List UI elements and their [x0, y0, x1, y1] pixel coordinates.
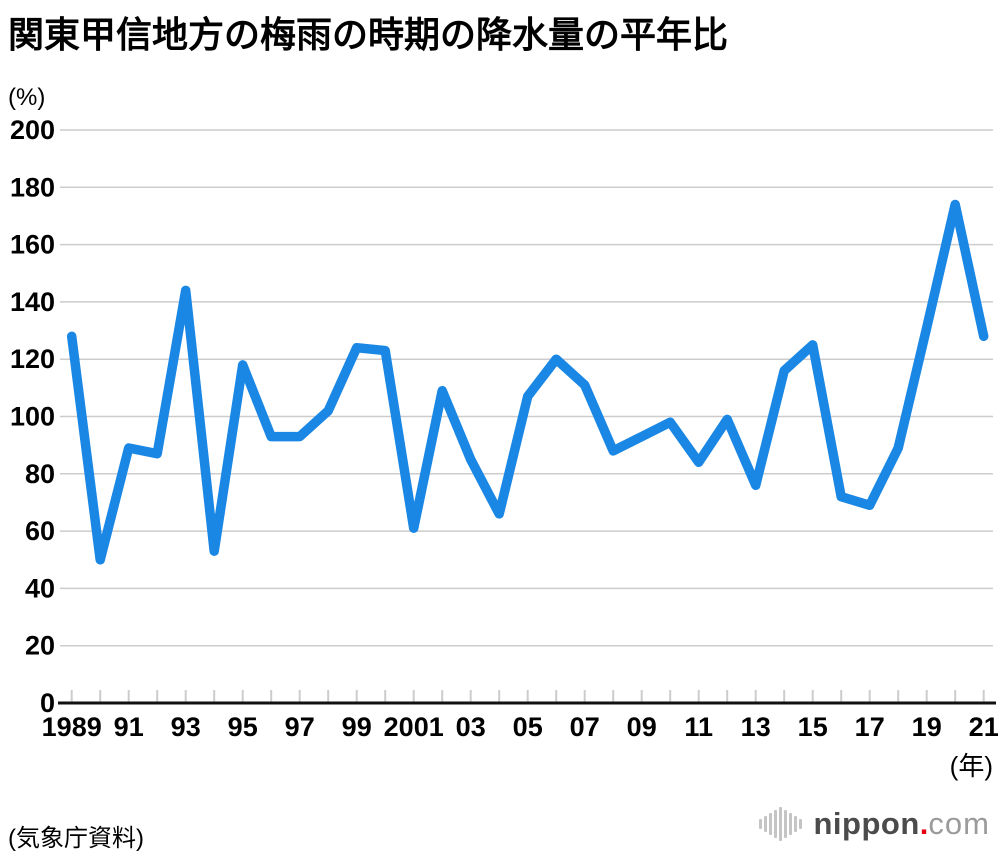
y-tick-label: 120 — [10, 344, 55, 374]
waveform-bar — [793, 816, 797, 832]
chart-title: 関東甲信地方の梅雨の時期の降水量の平年比 — [8, 14, 729, 55]
y-tick-label: 60 — [25, 516, 55, 546]
waveform-bar — [798, 819, 802, 829]
x-tick-label: 07 — [570, 712, 600, 742]
data-line — [66, 199, 989, 565]
waveform-bar — [788, 813, 792, 835]
x-tick-label: 19 — [912, 712, 942, 742]
x-tick-label: 95 — [228, 712, 258, 742]
x-tick-label: 09 — [627, 712, 657, 742]
waveform-bar — [773, 810, 777, 838]
x-tick-label: 91 — [114, 712, 144, 742]
logo-text-bold: nippon — [813, 806, 920, 841]
x-tick-label: 17 — [855, 712, 885, 742]
waveform-bar — [768, 813, 772, 835]
y-tick-label: 20 — [25, 631, 55, 661]
x-tick-label: 15 — [798, 712, 828, 742]
x-tick-label: 03 — [456, 712, 486, 742]
y-tick-label: 100 — [10, 402, 55, 432]
y-axis-unit-label: (%) — [8, 84, 46, 111]
x-tick-label: 93 — [171, 712, 201, 742]
x-tick-label: 11 — [684, 712, 713, 742]
x-tick-label: 1989 — [42, 712, 102, 742]
y-tick-label: 180 — [10, 172, 55, 202]
waveform-icon — [758, 807, 804, 841]
waveform-bar — [778, 807, 782, 841]
x-tick-label: 97 — [285, 712, 315, 742]
x-tick-label: 2001 — [384, 712, 444, 742]
y-tick-label: 40 — [25, 573, 55, 603]
nippon-com-logo: nippon. com — [758, 806, 991, 842]
x-axis-unit-label: (年) — [949, 751, 993, 781]
logo-dot: . — [919, 806, 929, 841]
x-tick-label: 13 — [741, 712, 771, 742]
x-tick-label: 99 — [342, 712, 372, 742]
waveform-bar — [763, 816, 767, 832]
y-tick-label: 0 — [40, 688, 55, 718]
y-tick-label: 80 — [25, 459, 55, 489]
y-tick-label: 200 — [10, 115, 55, 145]
y-tick-label: 140 — [10, 287, 55, 317]
y-tick-label: 160 — [10, 230, 55, 260]
waveform-bar — [758, 819, 762, 829]
source-credit: (気象庁資料) — [8, 825, 144, 852]
line-chart: 0 20 40 60 80 100 120 140 160 180 200 1989 91 93 95 97 9… — [10, 115, 999, 742]
waveform-bar — [783, 810, 787, 838]
x-tick-label: 05 — [513, 712, 543, 742]
x-tick-label: 21 — [969, 712, 999, 742]
logo-text-light: com — [928, 806, 990, 841]
